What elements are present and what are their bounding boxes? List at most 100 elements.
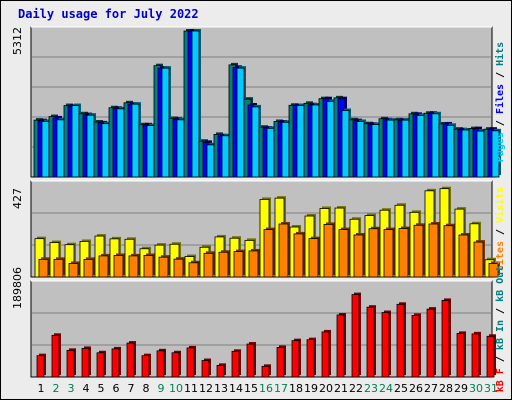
bar-hits-27-body [431,113,440,178]
legend-pages-files-hits-part-3: / [495,66,506,84]
bar-kb-f-1 [36,353,46,378]
bar-kb-f-21-body [336,314,345,378]
bar-hits-2-body [56,119,65,178]
bar-sites-16-body [263,229,274,278]
bar-hits-18-body [296,105,305,178]
x-tick-label-20: 20 [319,382,333,395]
bar-kb-f-14 [231,349,241,378]
bar-kb-f-20 [321,329,331,378]
x-tick-label-16: 16 [259,382,273,395]
x-tick-label-14: 14 [229,382,243,395]
bar-sites-7 [128,253,140,278]
bar-kb-f-27-body [426,308,435,378]
bar-kb-f-3-body [66,349,75,378]
legend-sites-visits-part-2: Visits [494,187,506,223]
bar-sites-27-body [428,223,439,278]
bar-kb-f-6-body [111,348,120,378]
bar-kb-f-23 [366,305,376,378]
bar-hits-28-body [446,124,455,178]
bar-sites-20 [323,222,335,278]
bar-hits-23-body [371,124,380,178]
legend-kbytes: kB F / kB In / kB Out [495,266,506,392]
bar-sites-19-body [308,238,319,278]
bar-kb-f-26-body [411,315,420,378]
bar-hits-14-body [236,67,245,178]
bar-sites-23 [368,226,380,278]
bar-sites-20-body [323,224,334,278]
bar-hits-10-body [176,119,185,178]
bar-kb-f-24-body [381,312,390,378]
x-tick-label-31: 31 [484,382,498,395]
legend-pages-files-hits-part-1: / [495,114,506,132]
bar-sites-2 [53,257,65,278]
x-tick-label-10: 10 [169,382,183,395]
bar-sites-4-body [83,258,94,278]
bar-sites-31 [488,261,500,278]
bar-kb-f-31 [486,334,496,378]
bar-sites-29-body [458,234,469,278]
bar-sites-14-body [233,251,244,278]
bar-kb-f-8 [141,353,151,378]
bar-sites-21 [338,227,350,278]
x-tick-label-22: 22 [349,382,363,395]
bar-sites-6 [113,253,125,278]
bar-hits-20-body [326,101,335,178]
bar-sites-21-body [338,229,349,278]
x-tick-label-4: 4 [83,382,90,395]
x-tick-label-21: 21 [334,382,348,395]
bar-kb-f-4-body [81,348,90,378]
bar-sites-29 [458,232,470,278]
bar-sites-5-body [98,255,109,278]
bar-sites-14 [233,249,245,278]
bar-sites-24 [383,227,395,278]
bar-hits-5-body [101,123,110,178]
bar-hits-1-body [41,121,50,178]
bar-hits-16-body [266,127,275,178]
bar-sites-10 [173,257,185,278]
bar-sites-22-body [353,234,364,278]
panel-2-ymax-label: 427 [11,188,24,209]
bar-sites-12-body [203,252,214,278]
bar-sites-11-body [188,262,199,278]
x-tick-label-30: 30 [469,382,483,395]
bar-kb-f-25 [396,302,406,378]
bar-kb-f-16-body [261,365,270,378]
bar-hits-12-body [206,144,215,178]
bar-hits-11-body [191,30,200,178]
bar-kb-f-21 [336,312,346,378]
bar-kb-f-10-body [171,352,180,378]
panel-3-ymax-label: 189806 [11,267,24,309]
bar-sites-28 [443,223,455,278]
bar-hits-21-body [341,110,350,178]
bar-kb-f-29-body [456,332,465,378]
bar-kb-f-2 [51,333,61,378]
bar-hits-9-body [161,67,170,178]
bar-sites-19 [308,236,320,278]
bar-sites-2-body [53,258,64,278]
x-tick-label-1: 1 [38,382,45,395]
bar-sites-12 [203,251,215,278]
bar-hits-24-body [386,119,395,178]
bar-hits-3-body [71,105,80,178]
bar-kb-f-3 [66,348,76,378]
bar-kb-f-17 [276,345,286,378]
bar-kb-f-22 [351,292,361,378]
bar-sites-22 [353,232,365,278]
bar-kb-f-19 [306,337,316,378]
bar-kb-f-12-body [201,360,210,378]
bar-hits-15-body [251,106,260,178]
bar-sites-11 [188,260,200,278]
x-tick-label-25: 25 [394,382,408,395]
legend-pages-files-hits-part-2: Files [494,84,506,114]
bar-sites-23-body [368,228,379,278]
bar-kb-f-23-body [366,306,375,378]
bar-kb-f-19-body [306,339,315,378]
bar-hits-7-body [131,103,140,178]
legend-sites-visits-part-0: Sites [494,241,506,271]
bar-kb-f-7 [126,341,136,378]
bar-sites-8-body [143,255,154,278]
bar-sites-27 [428,221,440,278]
bar-kb-f-10 [171,350,181,378]
x-tick-label-2: 2 [53,382,60,395]
bar-hits-22-body [356,121,365,178]
